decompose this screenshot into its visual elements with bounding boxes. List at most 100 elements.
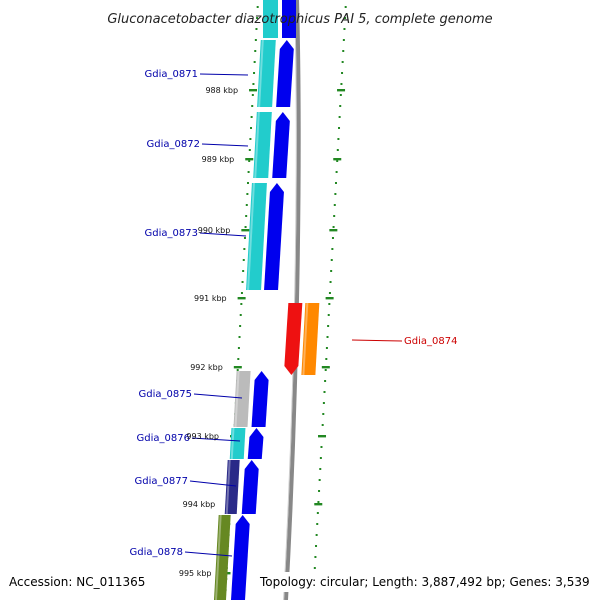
partial-gene-arrow: [282, 0, 296, 38]
minor-tick: [256, 17, 259, 19]
minor-tick: [329, 281, 332, 283]
minor-tick: [324, 369, 327, 371]
minor-tick: [344, 6, 347, 8]
minor-tick: [326, 336, 329, 338]
minor-tick: [246, 193, 249, 195]
gene-strip-highlight: [215, 515, 222, 600]
minor-tick: [253, 72, 256, 74]
minor-tick: [330, 270, 333, 272]
map-title: Gluconacetobacter diazotrophicus PAI 5, …: [107, 12, 492, 27]
gene-label-gdia_0876: Gdia_0876: [137, 433, 241, 444]
kbp-label: 995 kbp: [179, 569, 212, 578]
major-tick-outer: [337, 89, 346, 92]
gene-label-gdia_0871: Gdia_0871: [145, 69, 249, 80]
outer-tick-track: [312, 6, 347, 591]
minor-tick: [244, 226, 247, 228]
minor-tick: [324, 380, 327, 382]
minor-tick: [342, 50, 345, 52]
minor-tick: [239, 314, 242, 316]
minor-tick: [331, 237, 334, 239]
minor-tick: [337, 138, 340, 140]
gene-category-strip: [214, 515, 231, 600]
minor-tick: [242, 259, 245, 261]
major-tick-inner: [233, 366, 242, 369]
leader-line: [199, 73, 249, 76]
minor-tick: [237, 358, 240, 360]
gene-category-strip: [229, 428, 246, 459]
minor-tick: [334, 193, 337, 195]
major-tick-inner: [241, 229, 250, 232]
minor-tick: [254, 39, 257, 41]
minor-tick: [248, 149, 251, 151]
minor-tick: [343, 28, 346, 30]
minor-tick: [339, 105, 342, 107]
footer-topology-background: [256, 572, 596, 592]
gene-label-gdia_0873: Gdia_0873: [145, 228, 247, 239]
minor-tick: [243, 237, 246, 239]
leader-line: [193, 393, 243, 399]
minor-tick: [246, 182, 249, 184]
gene-category-strip: [224, 460, 240, 514]
major-tick-outer: [314, 503, 323, 506]
scale-labels: 988 kbp 989 kbp 990 kbp 991 kbp 992 kbp 993 k…: [179, 86, 238, 578]
gene-id-text: Gdia_0874: [404, 336, 457, 347]
minor-tick: [251, 105, 254, 107]
minor-tick: [240, 292, 243, 294]
gene-features: [214, 0, 320, 600]
minor-tick: [243, 248, 246, 250]
backbone: [283, 0, 301, 600]
minor-tick: [245, 204, 248, 206]
gene-arrow: [272, 112, 290, 178]
minor-tick: [316, 512, 319, 514]
kbp-label: 990 kbp: [198, 226, 231, 235]
minor-tick: [328, 292, 331, 294]
minor-tick: [315, 545, 318, 547]
minor-tick: [322, 402, 325, 404]
minor-tick: [237, 347, 240, 349]
gene-category-strip: [246, 183, 267, 290]
gene-strip-highlight: [302, 303, 309, 375]
gene-id-text: Gdia_0877: [135, 476, 188, 487]
minor-tick: [238, 336, 241, 338]
minor-tick: [250, 116, 253, 118]
minor-tick: [317, 501, 320, 503]
gene-strip-highlight: [230, 428, 235, 459]
gene-arrow: [247, 428, 264, 459]
gene-arrow: [231, 515, 250, 600]
gene-strip-highlight: [247, 183, 255, 290]
accession-label: Accession: NC_011365: [9, 575, 145, 589]
minor-tick: [320, 446, 323, 448]
minor-tick: [250, 127, 253, 129]
minor-tick: [236, 369, 239, 371]
major-tick-outer: [329, 229, 338, 232]
minor-tick: [341, 61, 344, 63]
gene-arrow: [264, 183, 284, 290]
minor-tick: [239, 325, 242, 327]
minor-tick: [249, 138, 252, 140]
minor-tick: [336, 149, 339, 151]
major-tick-inner: [237, 297, 246, 300]
minor-tick: [342, 39, 345, 41]
minor-tick: [245, 215, 248, 217]
minor-tick: [334, 182, 337, 184]
gene-label-gdia_0878: Gdia_0878: [130, 547, 233, 558]
topology-label: Topology: circular; Length: 3,887,492 bp…: [259, 575, 590, 589]
minor-tick: [313, 567, 316, 569]
minor-tick: [318, 479, 321, 481]
gene-label-gdia_0872: Gdia_0872: [147, 139, 249, 150]
minor-tick: [316, 523, 319, 525]
kbp-label: 994 kbp: [183, 500, 216, 509]
minor-tick: [255, 28, 258, 30]
minor-tick: [251, 94, 254, 96]
minor-tick: [333, 215, 336, 217]
minor-tick: [325, 347, 328, 349]
minor-tick: [253, 61, 256, 63]
leader-line: [184, 551, 233, 557]
kbp-label: 992 kbp: [190, 363, 223, 372]
minor-tick: [242, 270, 245, 272]
minor-tick: [328, 303, 331, 305]
major-tick-outer: [321, 366, 330, 369]
minor-tick: [254, 50, 257, 52]
minor-tick: [323, 391, 326, 393]
minor-tick: [340, 83, 343, 85]
